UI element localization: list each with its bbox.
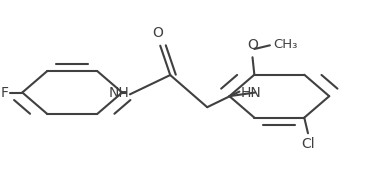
Text: O: O [247, 38, 258, 52]
Text: Cl: Cl [301, 137, 315, 151]
Text: F: F [1, 85, 9, 100]
Text: O: O [152, 26, 163, 40]
Text: CH₃: CH₃ [273, 38, 297, 51]
Text: NH: NH [109, 85, 130, 100]
Text: HN: HN [240, 85, 261, 100]
